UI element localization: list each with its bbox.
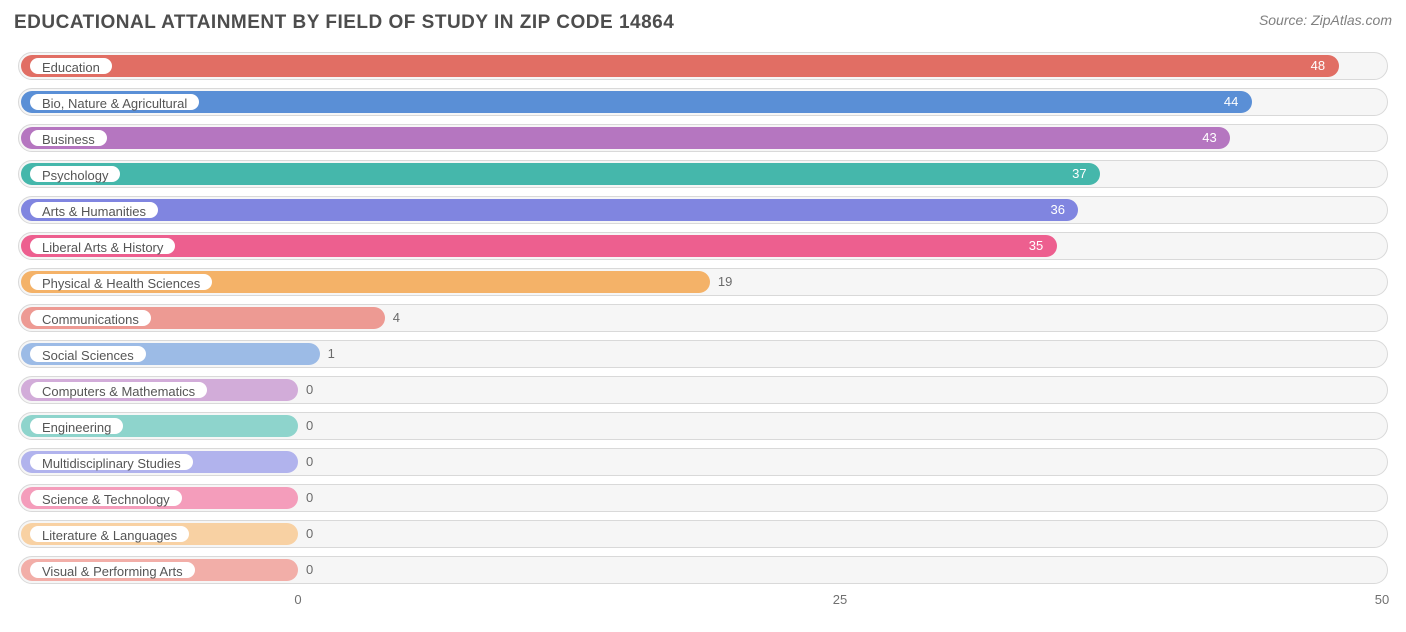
chart-header: EDUCATIONAL ATTAINMENT BY FIELD OF STUDY… (14, 12, 1392, 34)
category-pill: Literature & Languages (28, 524, 191, 544)
bar-value: 35 (1029, 232, 1043, 260)
category-pill: Business (28, 128, 109, 148)
bar-value: 48 (1311, 52, 1325, 80)
bar-row: Education 48 (18, 52, 1388, 80)
category-pill: Social Sciences (28, 344, 148, 364)
bar-value: 1 (328, 340, 335, 368)
x-axis: 02550 (18, 592, 1388, 618)
bar-value: 4 (393, 304, 400, 332)
bar-value: 0 (306, 376, 313, 404)
category-pill: Science & Technology (28, 488, 184, 508)
bar-value: 0 (306, 556, 313, 584)
bar-row: Psychology 37 (18, 160, 1388, 188)
source-label: Source: ZipAtlas.com (1259, 12, 1392, 28)
category-pill: Visual & Performing Arts (28, 560, 197, 580)
category-pill: Bio, Nature & Agricultural (28, 92, 201, 112)
bar-value: 0 (306, 448, 313, 476)
bar-row: Bio, Nature & Agricultural 44 (18, 88, 1388, 116)
category-pill: Psychology (28, 164, 122, 184)
hbar-chart: Education48Bio, Nature & Agricultural44B… (14, 52, 1392, 584)
bar-row: Physical & Health Sciences 19 (18, 268, 1388, 296)
bar-value: 43 (1202, 124, 1216, 152)
bar-row: Liberal Arts & History 35 (18, 232, 1388, 260)
bar-value: 44 (1224, 88, 1238, 116)
bar-row: Business 43 (18, 124, 1388, 152)
bar-row: Visual & Performing Arts 0 (18, 556, 1388, 584)
bar-value: 0 (306, 520, 313, 548)
bar-row: Arts & Humanities 36 (18, 196, 1388, 224)
bar-row: Engineering 0 (18, 412, 1388, 440)
chart-container: EDUCATIONAL ATTAINMENT BY FIELD OF STUDY… (0, 0, 1406, 632)
category-pill: Computers & Mathematics (28, 380, 209, 400)
category-pill: Physical & Health Sciences (28, 272, 214, 292)
chart-title: EDUCATIONAL ATTAINMENT BY FIELD OF STUDY… (14, 12, 674, 34)
bar-fill (21, 163, 1100, 185)
category-pill: Multidisciplinary Studies (28, 452, 195, 472)
bar-value: 37 (1072, 160, 1086, 188)
bar-row: Communications 4 (18, 304, 1388, 332)
bar-row: Science & Technology 0 (18, 484, 1388, 512)
bar-row: Social Sciences 1 (18, 340, 1388, 368)
x-tick: 25 (810, 592, 870, 607)
bar-fill (21, 55, 1339, 77)
bar-value: 36 (1050, 196, 1064, 224)
bar-fill (21, 127, 1230, 149)
bar-row: Computers & Mathematics 0 (18, 376, 1388, 404)
bar-row: Literature & Languages 0 (18, 520, 1388, 548)
category-pill: Communications (28, 308, 153, 328)
bar-fill (21, 91, 1252, 113)
bar-value: 0 (306, 484, 313, 512)
bar-value: 0 (306, 412, 313, 440)
x-tick: 50 (1352, 592, 1406, 607)
bar-value: 19 (718, 268, 732, 296)
category-pill: Education (28, 56, 114, 76)
category-pill: Engineering (28, 416, 125, 436)
x-tick: 0 (268, 592, 328, 607)
bar-row: Multidisciplinary Studies 0 (18, 448, 1388, 476)
bar-fill (21, 199, 1078, 221)
category-pill: Arts & Humanities (28, 200, 160, 220)
category-pill: Liberal Arts & History (28, 236, 177, 256)
